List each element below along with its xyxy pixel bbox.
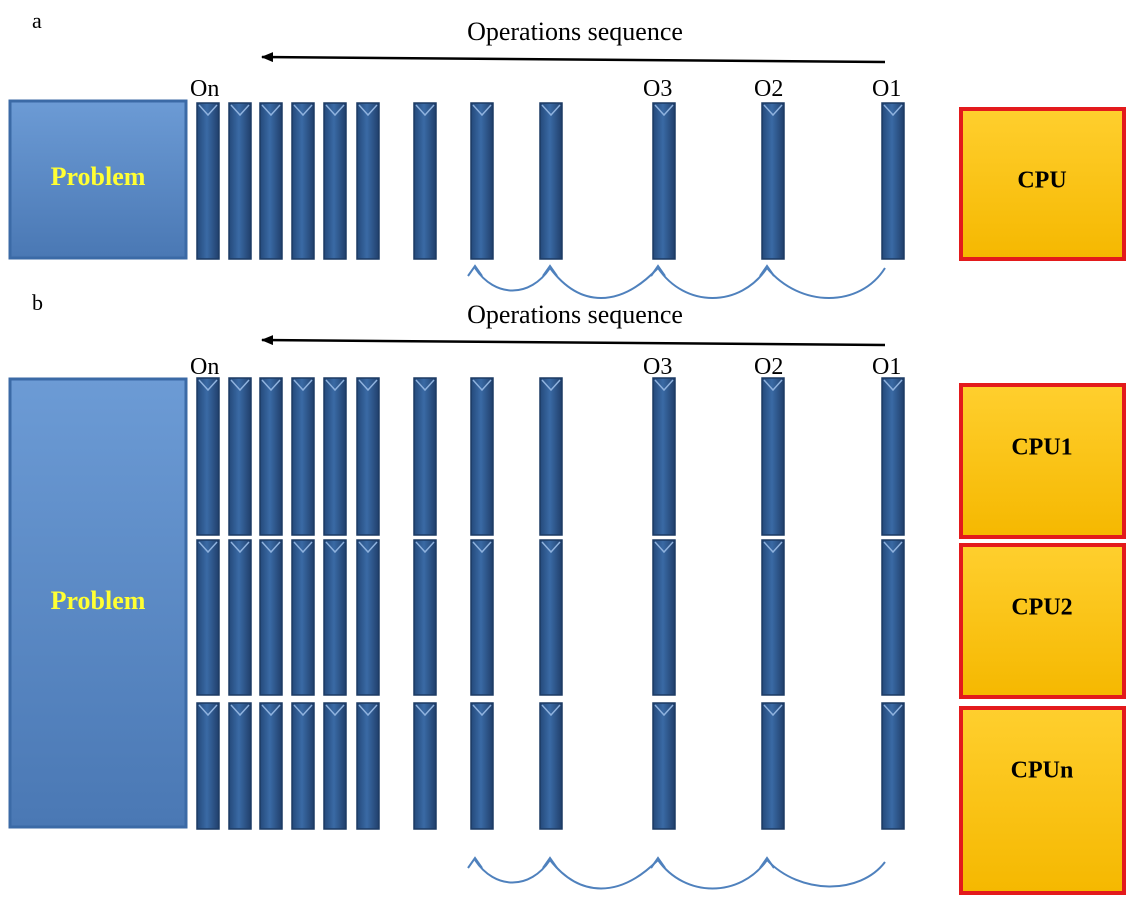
panel-b-operation-bars [196, 377, 905, 830]
panel-b-operation-bar-row2 [539, 539, 563, 696]
panel-b-operation-bar-row1 [291, 377, 315, 536]
panel-b-operation-bar-row1 [356, 377, 380, 536]
panel-a-cpu-box [959, 107, 1126, 261]
panel-b-operation-bar-row3 [228, 702, 252, 830]
panel-a-operation-bar [291, 102, 315, 260]
panel-a-operation-bar [761, 102, 785, 260]
panel-a-op-label-o2: O2 [754, 76, 783, 102]
panel-b-label: b [32, 290, 43, 315]
panel-b-operation-bar-row3 [196, 702, 220, 830]
panel-b-operation-bar-row3 [881, 702, 905, 830]
panel-b-operation-bar-row2 [196, 539, 220, 696]
panel-b-arc-o2-o3 [657, 859, 768, 890]
panel-b-operation-bar-row3 [356, 702, 380, 830]
panel-b-cpun-label: CPUn [1011, 758, 1074, 784]
panel-b-operation-bar-row2 [413, 539, 437, 696]
panel-a-sequence-label: Operations sequence [467, 17, 683, 46]
panel-b-operation-bar-row2 [259, 539, 283, 696]
panel-b-operation-bar-row1 [470, 377, 494, 536]
panel-b-arrowhead-prev [542, 856, 558, 869]
panel-a-transition-arcs [467, 264, 886, 299]
panel-b-operation-bar-row3 [323, 702, 347, 830]
panel-a-operation-bar [881, 102, 905, 260]
panel-a-arrowhead-o2 [759, 264, 775, 277]
panel-b-operation-bar-row2 [470, 539, 494, 696]
panel-b-problem-box [8, 377, 188, 829]
panel-b-op-label-o1: O1 [872, 354, 901, 380]
panel-b-problem-label: Problem [51, 586, 146, 615]
panel-b-operation-bar-row1 [881, 377, 905, 536]
panel-a-arrowhead-prev [542, 264, 558, 277]
panel-b-operation-bar-row2 [323, 539, 347, 696]
panel-b-operation-bar-row3 [761, 702, 785, 830]
panel-a-operation-bar [196, 102, 220, 260]
panel-a-operation-bar [259, 102, 283, 260]
panel-a-operation-bars [196, 102, 905, 260]
panel-b-sequence-label: Operations sequence [467, 300, 683, 329]
panel-b-operation-bar-row3 [259, 702, 283, 830]
panel-b-operation-bar-row3 [539, 702, 563, 830]
panel-b-operation-bar-row1 [228, 377, 252, 536]
panel-b-operation-bar-row3 [413, 702, 437, 830]
panel-a-operation-bar [470, 102, 494, 260]
panel-b-transition-arcs [467, 856, 886, 890]
panel-b-operation-bar-row1 [539, 377, 563, 536]
panel-a-problem-box [8, 99, 188, 260]
panel-b-arc-o1-o2 [766, 859, 886, 888]
panel-b-operation-bar-row1 [652, 377, 676, 536]
panel-a-op-label-o1: O1 [872, 76, 901, 102]
panel-b-cpu2-label: CPU2 [1011, 595, 1072, 621]
panel-b-operation-bar-row2 [881, 539, 905, 696]
panel-b: b Operations sequence On O3 O2 O1 Proble… [8, 290, 1126, 895]
panel-b-arc-prev-prev [474, 859, 551, 884]
panel-b-operation-bar-row2 [228, 539, 252, 696]
panel-a-problem-label: Problem [51, 162, 146, 191]
panel-a-cpu-label: CPU [1017, 168, 1066, 194]
panel-a-op-label-on: On [190, 76, 219, 102]
panel-b-arc-o3-prev [549, 859, 659, 890]
panel-b-operation-bar-row1 [323, 377, 347, 536]
panel-a-arc-o3-prev [549, 267, 659, 299]
panel-a-arrowhead-o3 [650, 264, 666, 277]
panel-b-operation-bar-row1 [259, 377, 283, 536]
panel-a-arc-o2-o3 [657, 267, 768, 299]
panel-a: a Operations sequence On O3 O2 O1 Proble… [8, 8, 1126, 299]
panel-a-arc-o1-o2 [766, 267, 886, 299]
panel-b-operation-bar-row2 [356, 539, 380, 696]
panel-b-arrowhead-o3 [650, 856, 666, 869]
panel-b-operation-bar-row2 [761, 539, 785, 696]
panel-a-arc-prev-prev [474, 267, 551, 292]
panel-b-arrowhead-o2 [759, 856, 775, 869]
panel-b-op-label-on: On [190, 354, 219, 380]
panel-b-operation-bar-row3 [652, 702, 676, 830]
panel-b-cpu1-box [959, 383, 1126, 539]
panel-a-arrowhead-prev2 [467, 264, 483, 277]
panel-b-cpu2-box [959, 543, 1126, 699]
panel-b-op-label-o2: O2 [754, 354, 783, 380]
panel-a-operation-bar [228, 102, 252, 260]
panel-b-operation-bar-row3 [470, 702, 494, 830]
panel-b-operation-bar-row3 [291, 702, 315, 830]
panel-a-op-label-o3: O3 [643, 76, 672, 102]
panel-a-operation-bar [652, 102, 676, 260]
panel-a-operation-bar [356, 102, 380, 260]
panel-b-operation-bar-row1 [413, 377, 437, 536]
panel-b-cpu1-label: CPU1 [1011, 435, 1072, 461]
panel-a-label: a [32, 8, 42, 33]
panel-a-operation-bar [323, 102, 347, 260]
panel-b-operation-bar-row1 [761, 377, 785, 536]
panel-b-sequence-arrow [261, 335, 886, 347]
panel-b-cpun-box [959, 706, 1126, 895]
panel-b-operation-bar-row1 [196, 377, 220, 536]
panel-b-arrowhead-prev2 [467, 856, 483, 869]
panel-b-operation-bar-row2 [291, 539, 315, 696]
panel-a-sequence-arrow [261, 52, 886, 64]
panel-a-operation-bar [413, 102, 437, 260]
panel-a-operation-bar [539, 102, 563, 260]
panel-b-op-label-o3: O3 [643, 354, 672, 380]
panel-b-operation-bar-row2 [652, 539, 676, 696]
